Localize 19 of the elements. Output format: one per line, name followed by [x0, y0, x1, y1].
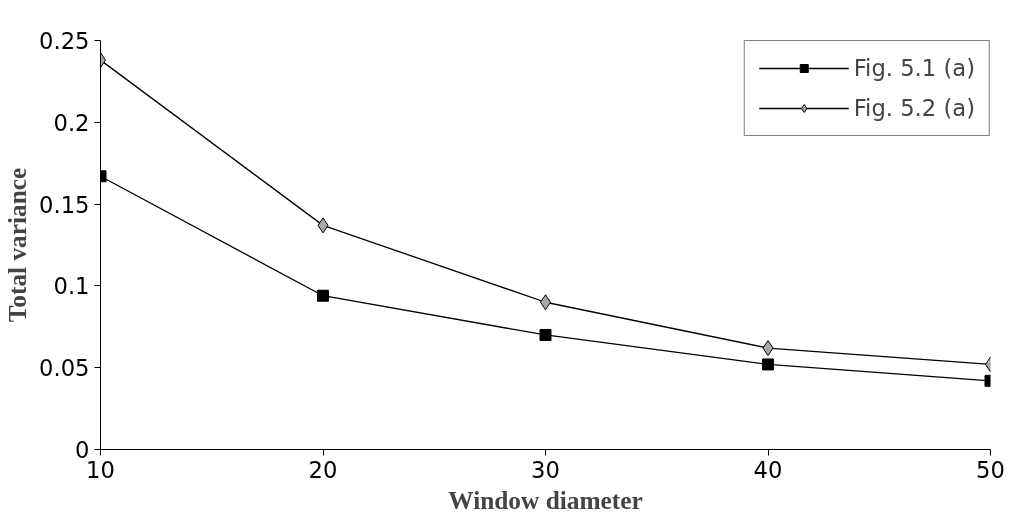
point — [762, 340, 774, 357]
legend-label: Fig. 5.1 (a) — [853, 55, 975, 81]
legend-label: Fig. 5.2 (a) — [853, 95, 975, 121]
y-tick-label: 0.2 — [53, 109, 90, 136]
y-tick-label: 0.25 — [39, 28, 90, 54]
y-tick-label: 0.1 — [53, 273, 90, 300]
x-axis-title: Window diameter — [448, 485, 643, 514]
point — [762, 358, 774, 371]
x-tick-label: 20 — [308, 456, 338, 483]
y-tick-label: 0.15 — [39, 191, 90, 218]
x-tick-label: 10 — [86, 456, 115, 483]
x-tick-label: 50 — [976, 456, 1005, 483]
point — [539, 328, 552, 341]
y-tick-label: 0.05 — [39, 355, 90, 382]
point — [317, 289, 329, 302]
x-tick-label: 40 — [753, 456, 783, 483]
point — [317, 217, 329, 234]
y-axis-title: Total variance — [3, 167, 32, 323]
x-tick-label: 30 — [531, 456, 560, 483]
